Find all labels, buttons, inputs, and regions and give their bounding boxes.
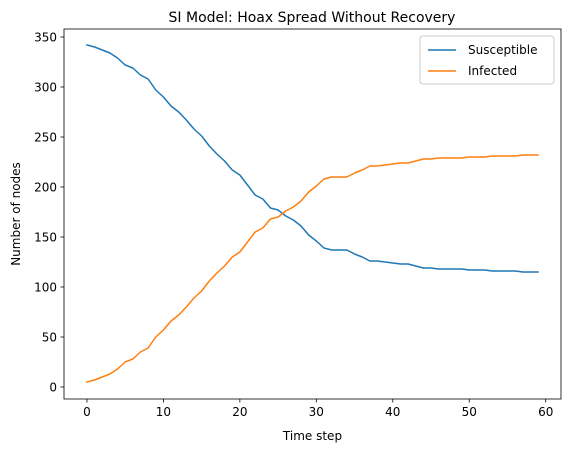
chart-title: SI Model: Hoax Spread Without Recovery [169,10,456,26]
y-axis-ticks: 0 50 100 150 200 250 300 350 [34,30,64,394]
y-tick-label: 350 [34,30,57,44]
plot-frame [63,28,562,400]
series-line-infected [86,154,539,383]
x-axis-label: Time step [282,429,342,443]
legend-label-susceptible: Susceptible [468,43,537,57]
x-tick-label: 30 [309,405,324,419]
x-tick-label: 20 [232,405,247,419]
x-tick-label: 10 [156,405,171,419]
y-tick-label: 300 [34,80,57,94]
y-tick-label: 150 [34,230,57,244]
y-tick-label: 200 [34,180,57,194]
y-tick-label: 250 [34,130,57,144]
y-tick-label: 100 [34,280,57,294]
x-tick-label: 50 [462,405,477,419]
x-tick-label: 40 [385,405,400,419]
series-line-susceptible [86,44,539,273]
y-tick-label: 50 [42,330,57,344]
y-axis-label: Number of nodes [9,162,23,266]
plot-area [86,44,539,383]
legend: Susceptible Infected [419,35,555,85]
x-axis-ticks: 0 10 20 30 40 50 60 [83,399,553,419]
legend-frame [419,35,555,85]
x-tick-label: 0 [83,405,91,419]
x-tick-label: 60 [538,405,553,419]
legend-label-infected: Infected [468,64,517,78]
y-tick-label: 0 [49,380,57,394]
